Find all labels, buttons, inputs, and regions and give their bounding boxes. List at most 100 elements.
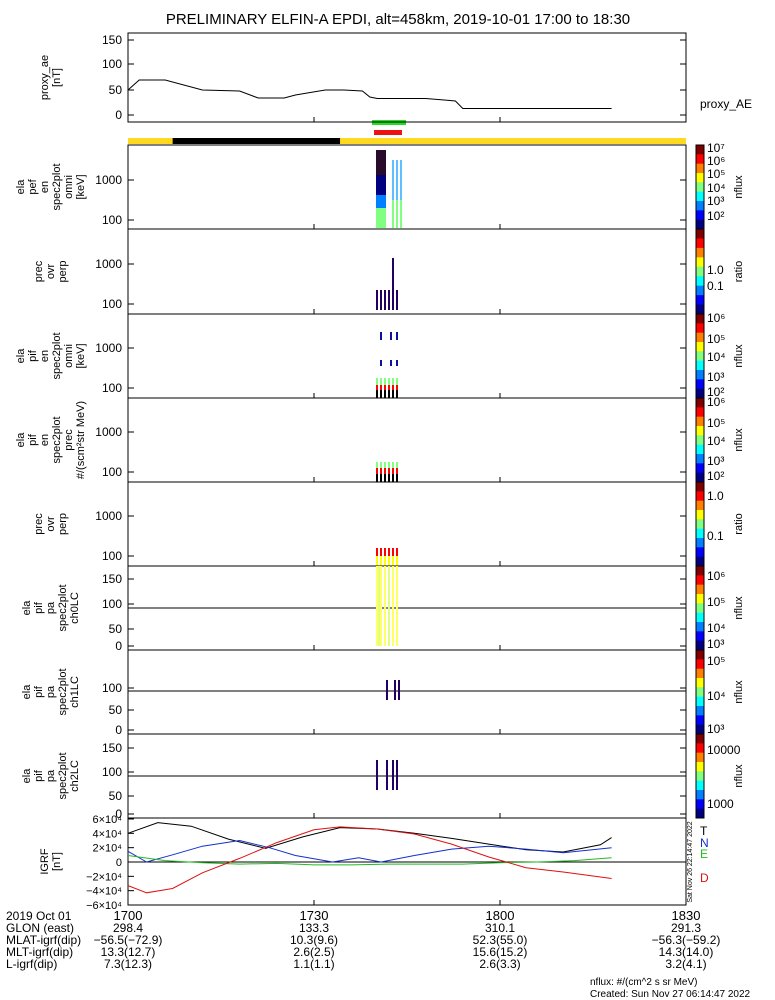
panel-prec_ovr_perp_i: prec ovr perp 1000 100: [33, 481, 687, 567]
colorbar-title: nflux: [733, 344, 745, 368]
spectrogram-pixel: [380, 360, 382, 366]
proxy-ae-legend: proxy_AE: [700, 97, 752, 111]
y-tick-label: 6×10⁴: [92, 814, 122, 826]
plot-title: PRELIMINARY ELFIN-A EPDI, alt=458km, 201…: [166, 11, 630, 28]
spectrogram-pixel: [396, 548, 398, 556]
data-flag-red: [374, 130, 402, 135]
colorbar-segment: [696, 154, 704, 165]
y-tick-label: 100: [102, 57, 122, 71]
spectrogram-pixel: [384, 290, 386, 310]
y-label-line: omni: [63, 175, 75, 199]
ephemeris-value: −56.3(−59.2): [652, 933, 721, 947]
colorbar-ela_pif_pa_ch1LC: 10⁵ 10⁴ 10³ nflux: [695, 649, 745, 736]
y-label-line: pa: [45, 601, 57, 614]
spectrogram-pixel: [386, 680, 388, 700]
colorbar-segment: [696, 650, 704, 660]
colorbar-segment: [696, 482, 704, 492]
colorbar-segment: [696, 780, 704, 791]
colorbar-segment: [696, 640, 704, 651]
colorbar-segment: [696, 472, 704, 483]
y-label-line: perp: [57, 260, 69, 282]
colorbar-title: nflux: [733, 764, 745, 788]
spectrogram-pixel: [376, 468, 378, 474]
y-label-line: pif: [27, 349, 39, 362]
spectrogram-pixel: [382, 208, 384, 228]
colorbar-segment: [696, 229, 704, 239]
spectrogram-pixel: [384, 468, 386, 474]
panel-frame: [127, 228, 687, 315]
y-tick-label: 1000: [95, 173, 122, 187]
colorbar-segment: [696, 752, 704, 763]
igrf-series-n: [127, 839, 612, 863]
colorbar-label: 10²: [707, 209, 724, 223]
spectrogram-pixel: [376, 566, 378, 646]
colorbar-segment: [696, 500, 704, 511]
colorbar-segment: [696, 332, 704, 343]
y-tick-label: −4×10⁴: [86, 886, 122, 898]
y-label-line: pef: [27, 178, 39, 194]
y-label-line: spec2plot: [51, 163, 63, 210]
spectrogram-pixel: [388, 385, 390, 390]
orbit-day-bar: [128, 138, 686, 144]
spectrogram-pixel: [384, 566, 386, 646]
y-label-line: ovr: [45, 516, 57, 532]
y-tick-label: 100: [102, 549, 122, 563]
y-tick-label: 0: [115, 108, 122, 122]
colorbar-prec_ovr_perp_i: 1.0 0.1 ratio: [695, 481, 745, 567]
panel-ela_pif_pa_ch1LC: ela pif pa spec2plot ch1LC 100 50 0: [21, 649, 687, 737]
spectrogram-pixel: [396, 378, 398, 385]
colorbar-label: 10⁵: [707, 167, 725, 181]
panel-frame: [127, 144, 687, 230]
colorbar-title: ratio: [733, 261, 745, 282]
y-label-line: spec2plot: [51, 332, 63, 379]
colorbar-label: 10⁷: [707, 141, 725, 155]
spectrogram-pixel: [392, 468, 394, 474]
y-label-line: en: [39, 181, 51, 193]
spectrogram-pixel: [384, 208, 386, 228]
y-label-line: ch2LC: [69, 760, 81, 792]
spectrogram-pixel: [392, 474, 394, 482]
spectrogram-pixel: [400, 160, 402, 200]
y-label-line: prec: [63, 429, 75, 451]
colorbar-segment: [696, 145, 704, 155]
spectrogram-pixel: [380, 462, 382, 468]
colorbar-segment: [696, 724, 704, 735]
spectrogram-pixel: [376, 548, 378, 556]
spectrogram-pixel: [380, 332, 382, 340]
y-tick-label: 1000: [95, 341, 122, 355]
colorbar-label: 10⁵: [707, 595, 725, 609]
colorbar-segment: [696, 603, 704, 614]
y-label-line: perp: [57, 513, 69, 535]
igrf-legend-e: E: [700, 847, 708, 861]
spectrogram-pixel: [380, 208, 382, 228]
spectrogram-pixel: [384, 462, 386, 468]
colorbar-segment: [696, 247, 704, 258]
colorbar-segment: [696, 510, 704, 520]
spectrogram-pixel: [378, 150, 380, 175]
y-label-line: [keV]: [75, 343, 87, 368]
y-tick-label: 1000: [95, 257, 122, 271]
colorbar-segment: [696, 295, 704, 306]
spectrogram-pixel: [400, 200, 402, 228]
colorbar-segment: [696, 584, 704, 595]
colorbar-label: 10⁶: [707, 311, 725, 325]
colorbar-label: 10³: [707, 370, 724, 384]
colorbar-label: 10⁵: [707, 332, 725, 346]
spectrogram-pixel: [380, 195, 382, 208]
colorbar-segment: [696, 519, 704, 530]
colorbar-segment: [696, 734, 704, 744]
y-tick-label: 100: [102, 765, 122, 779]
colorbar-segment: [696, 622, 704, 632]
colorbar-label: 10⁶: [707, 569, 725, 583]
colorbar-segment: [696, 173, 704, 183]
colorbar-segment: [696, 210, 704, 221]
spectrogram-pixel: [376, 208, 378, 228]
ephemeris-row-label: MLAT-igrf(dip): [6, 933, 81, 947]
colorbar-segment: [696, 342, 704, 352]
y-tick-label: 0: [115, 807, 122, 821]
y-label-line: ela: [15, 179, 27, 195]
